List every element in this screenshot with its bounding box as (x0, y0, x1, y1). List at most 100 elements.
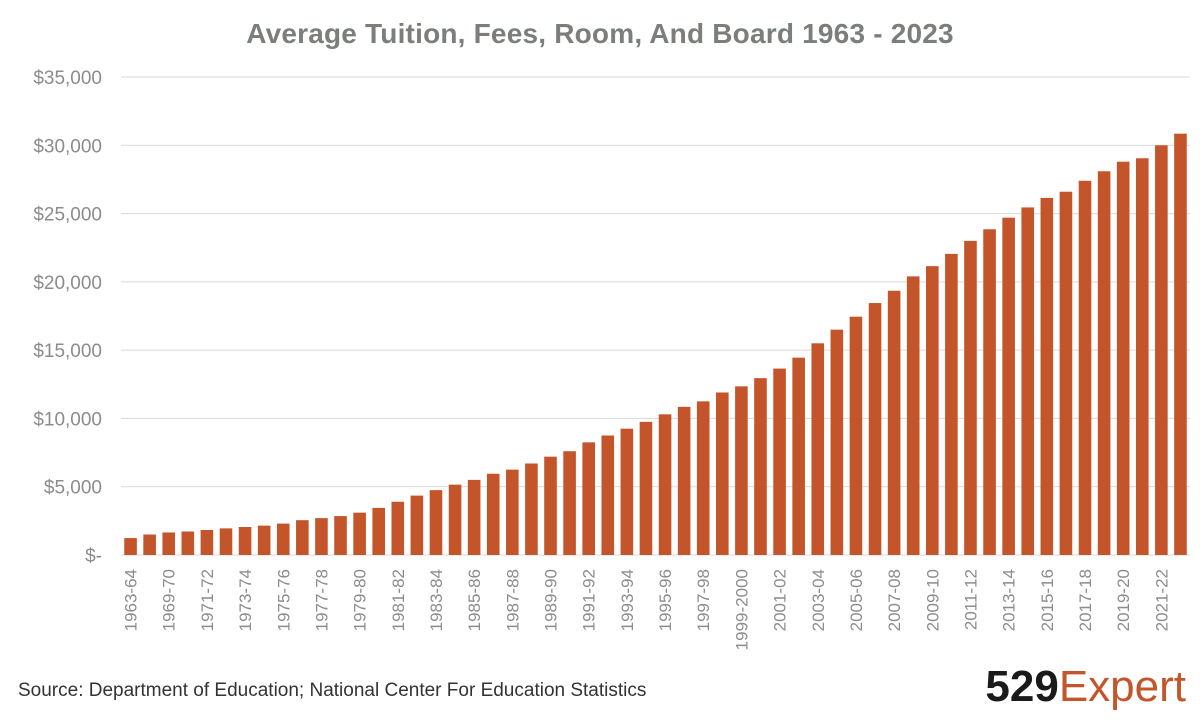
y-axis-ticks: $- $5,000 $10,000 $15,000 $20,000 $25,000 $30,… (33, 68, 102, 567)
bar (1174, 133, 1187, 555)
y-tick-label: $5,000 (44, 478, 102, 499)
y-tick-label: $- (85, 546, 102, 567)
bar (525, 463, 538, 555)
bar (906, 276, 920, 555)
bar (792, 357, 805, 555)
x-tick-label: 1985-86 (465, 569, 484, 631)
bar (677, 406, 691, 555)
bar (563, 451, 576, 555)
bar (716, 392, 729, 555)
bar (811, 343, 825, 555)
x-tick-label: 1989-90 (542, 569, 561, 631)
x-tick-label: 2005-06 (847, 569, 866, 631)
bar (162, 532, 176, 555)
bar (200, 530, 214, 555)
x-tick-label: 1991-92 (580, 569, 599, 631)
bar (1097, 171, 1111, 556)
bars (124, 133, 1187, 556)
x-tick-label: 2007-08 (885, 569, 904, 631)
x-tick-label: 2001-02 (771, 569, 790, 631)
x-tick-label: 1993-94 (618, 569, 637, 631)
bar (868, 303, 882, 555)
y-tick-label: $15,000 (33, 341, 102, 362)
x-tick-label: 1975-76 (274, 569, 293, 631)
x-tick-label: 1973-74 (236, 569, 255, 631)
bar (372, 507, 386, 555)
x-axis-ticks: 1963-64 1969-70 1971-72 1973-74 1975-76 1977-… (122, 569, 1172, 650)
y-tick-label: $30,000 (33, 136, 102, 157)
bar (143, 534, 156, 555)
bar (1135, 158, 1149, 555)
bar (926, 266, 939, 555)
x-tick-label: 1981-82 (389, 569, 408, 631)
bar (429, 490, 443, 555)
bar (639, 421, 653, 555)
x-tick-label: 1999-2000 (732, 569, 751, 650)
brand-logo-number: 529 (985, 662, 1059, 711)
bar (544, 456, 557, 555)
bar (238, 527, 252, 555)
chart-title: Average Tuition, Fees, Room, And Board 1… (246, 18, 954, 49)
bar (353, 512, 366, 555)
bar (296, 520, 309, 555)
bar (410, 495, 424, 555)
bar (257, 525, 271, 555)
bar (983, 229, 996, 555)
y-tick-label: $10,000 (33, 409, 102, 430)
bar (448, 484, 462, 555)
bar (1078, 180, 1092, 556)
bar (945, 253, 958, 556)
bar (467, 479, 481, 555)
bar (276, 523, 290, 555)
bar (1021, 207, 1035, 555)
bar (582, 442, 595, 555)
x-tick-label: 1963-64 (122, 569, 141, 631)
x-tick-label: 1995-96 (656, 569, 675, 631)
bar (486, 473, 500, 555)
brand-logo-word: Expert (1058, 662, 1186, 711)
bar (124, 538, 137, 555)
brand-logo: 529Expert (985, 662, 1186, 712)
x-tick-label: 1983-84 (427, 569, 446, 631)
bar (601, 435, 615, 555)
bar (620, 428, 634, 555)
x-tick-label: 1969-70 (160, 569, 179, 631)
x-tick-label: 2019-20 (1114, 569, 1133, 631)
bar (1059, 191, 1073, 555)
bar (696, 401, 710, 555)
bar (754, 378, 767, 555)
bar (506, 469, 519, 555)
bar (830, 329, 844, 555)
bar (1155, 145, 1168, 556)
x-tick-label: 2015-16 (1038, 569, 1057, 631)
x-tick-label: 2003-04 (809, 569, 828, 631)
x-tick-label: 1997-98 (694, 569, 713, 631)
bar (181, 531, 195, 555)
x-tick-label: 2021-22 (1152, 569, 1171, 631)
y-tick-label: $20,000 (33, 273, 102, 294)
bar (1040, 197, 1054, 555)
bar (391, 501, 405, 555)
bar (315, 518, 328, 555)
source-note: Source: Department of Education; Nationa… (18, 680, 647, 701)
x-tick-label: 2017-18 (1076, 569, 1095, 631)
bar (219, 528, 233, 555)
bar (964, 240, 977, 555)
bar (773, 368, 786, 555)
x-tick-label: 1977-78 (312, 569, 331, 631)
y-tick-label: $35,000 (33, 68, 102, 89)
y-tick-label: $25,000 (33, 205, 102, 226)
x-tick-label: 2013-14 (1000, 569, 1019, 631)
bar (735, 386, 748, 555)
bar (658, 414, 672, 555)
x-tick-label: 1979-80 (351, 569, 370, 631)
x-tick-label: 2009-10 (923, 569, 942, 631)
x-tick-label: 1971-72 (198, 569, 217, 631)
bar (849, 316, 863, 555)
bar (887, 290, 901, 555)
bar (1002, 217, 1015, 556)
bar (1116, 161, 1130, 556)
bar (334, 516, 347, 555)
x-tick-label: 2011-12 (961, 569, 980, 630)
